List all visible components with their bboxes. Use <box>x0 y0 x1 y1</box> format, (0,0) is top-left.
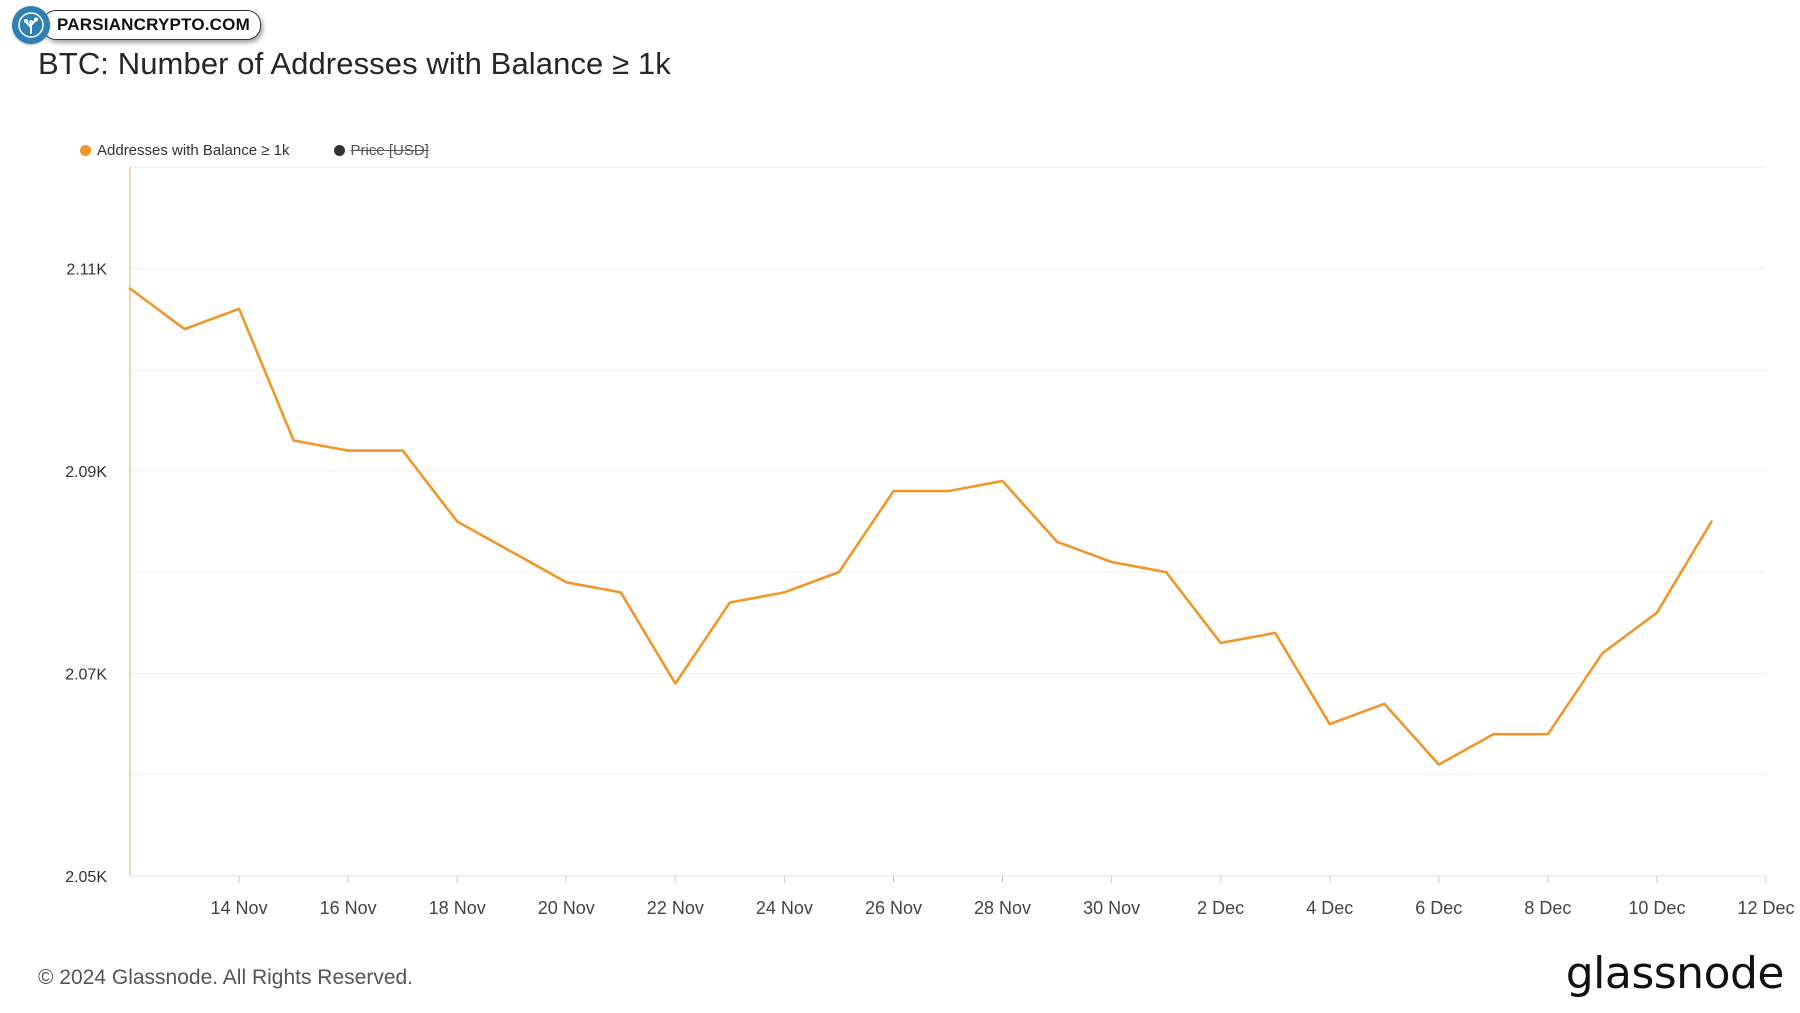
y-tick-label: 2.09K <box>65 464 107 481</box>
x-tick-label: 2 Dec <box>1197 898 1244 918</box>
x-tick-label: 24 Nov <box>756 898 813 918</box>
x-tick-label: 6 Dec <box>1415 898 1462 918</box>
watermark: PARSIANCRYPTO.COM <box>12 6 261 44</box>
x-tick-label: 20 Nov <box>538 898 595 918</box>
legend-item-price[interactable]: Price [USD] <box>333 142 429 159</box>
x-tick-label: 18 Nov <box>429 898 486 918</box>
x-tick-label: 10 Dec <box>1628 898 1685 918</box>
legend-item-addresses[interactable]: Addresses with Balance ≥ 1k <box>80 142 290 159</box>
x-tick-label: 12 Dec <box>1737 898 1794 918</box>
chart-legend: Addresses with Balance ≥ 1k Price [USD] <box>80 142 473 159</box>
legend-label-addresses: Addresses with Balance ≥ 1k <box>97 142 290 159</box>
x-tick-label: 30 Nov <box>1083 898 1140 918</box>
x-tick-label: 26 Nov <box>865 898 922 918</box>
y-tick-label: 2.11K <box>66 261 107 278</box>
x-tick-label: 4 Dec <box>1306 898 1353 918</box>
y-tick-label: 2.05K <box>65 869 107 886</box>
parsiancrypto-logo-icon <box>12 6 50 44</box>
x-tick-label: 22 Nov <box>647 898 704 918</box>
x-tick-label: 14 Nov <box>211 898 268 918</box>
glassnode-logo: glassnode <box>1565 948 1785 999</box>
y-tick-label: 2.07K <box>65 666 107 683</box>
x-tick-label: 28 Nov <box>974 898 1031 918</box>
watermark-text: PARSIANCRYPTO.COM <box>42 10 261 40</box>
legend-label-price: Price [USD] <box>350 142 429 159</box>
series-line-addresses <box>128 287 1713 766</box>
legend-dot-addresses <box>80 145 91 156</box>
x-tick-label: 8 Dec <box>1524 898 1571 918</box>
legend-dot-price <box>333 145 345 156</box>
chart-title: BTC: Number of Addresses with Balance ≥ … <box>38 46 671 81</box>
x-tick-label: 16 Nov <box>320 898 377 918</box>
copyright-text: © 2024 Glassnode. All Rights Reserved. <box>38 966 414 989</box>
